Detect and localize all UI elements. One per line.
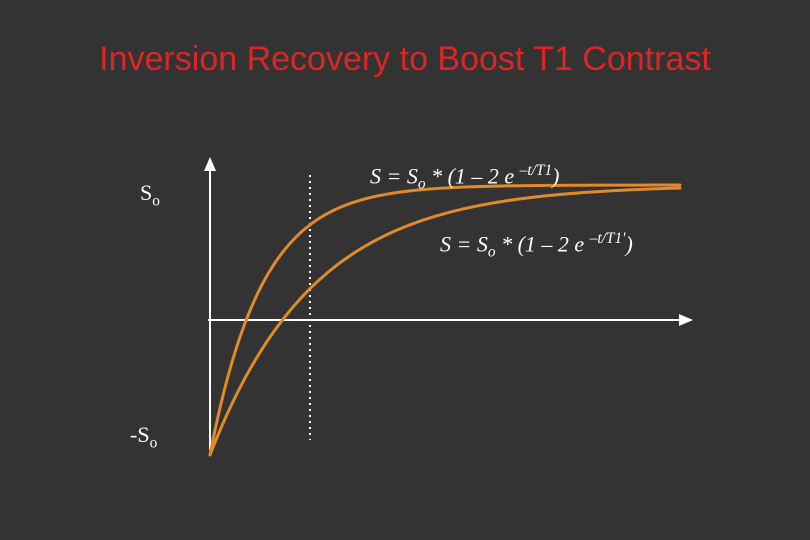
chart-area: So -So S = So * (1 – 2 e –t/T1) S = So *… xyxy=(150,150,710,470)
slide: Inversion Recovery to Boost T1 Contrast … xyxy=(0,0,810,540)
slide-title: Inversion Recovery to Boost T1 Contrast xyxy=(0,40,810,79)
y-axis-label-top: So xyxy=(140,180,160,210)
equation-slow-t1: S = So * (1 – 2 e –t/T1') xyxy=(440,230,633,262)
equation-fast-t1: S = So * (1 – 2 e –t/T1) xyxy=(370,162,560,194)
y-axis-label-bottom: -So xyxy=(130,422,157,452)
chart-svg xyxy=(150,150,710,470)
